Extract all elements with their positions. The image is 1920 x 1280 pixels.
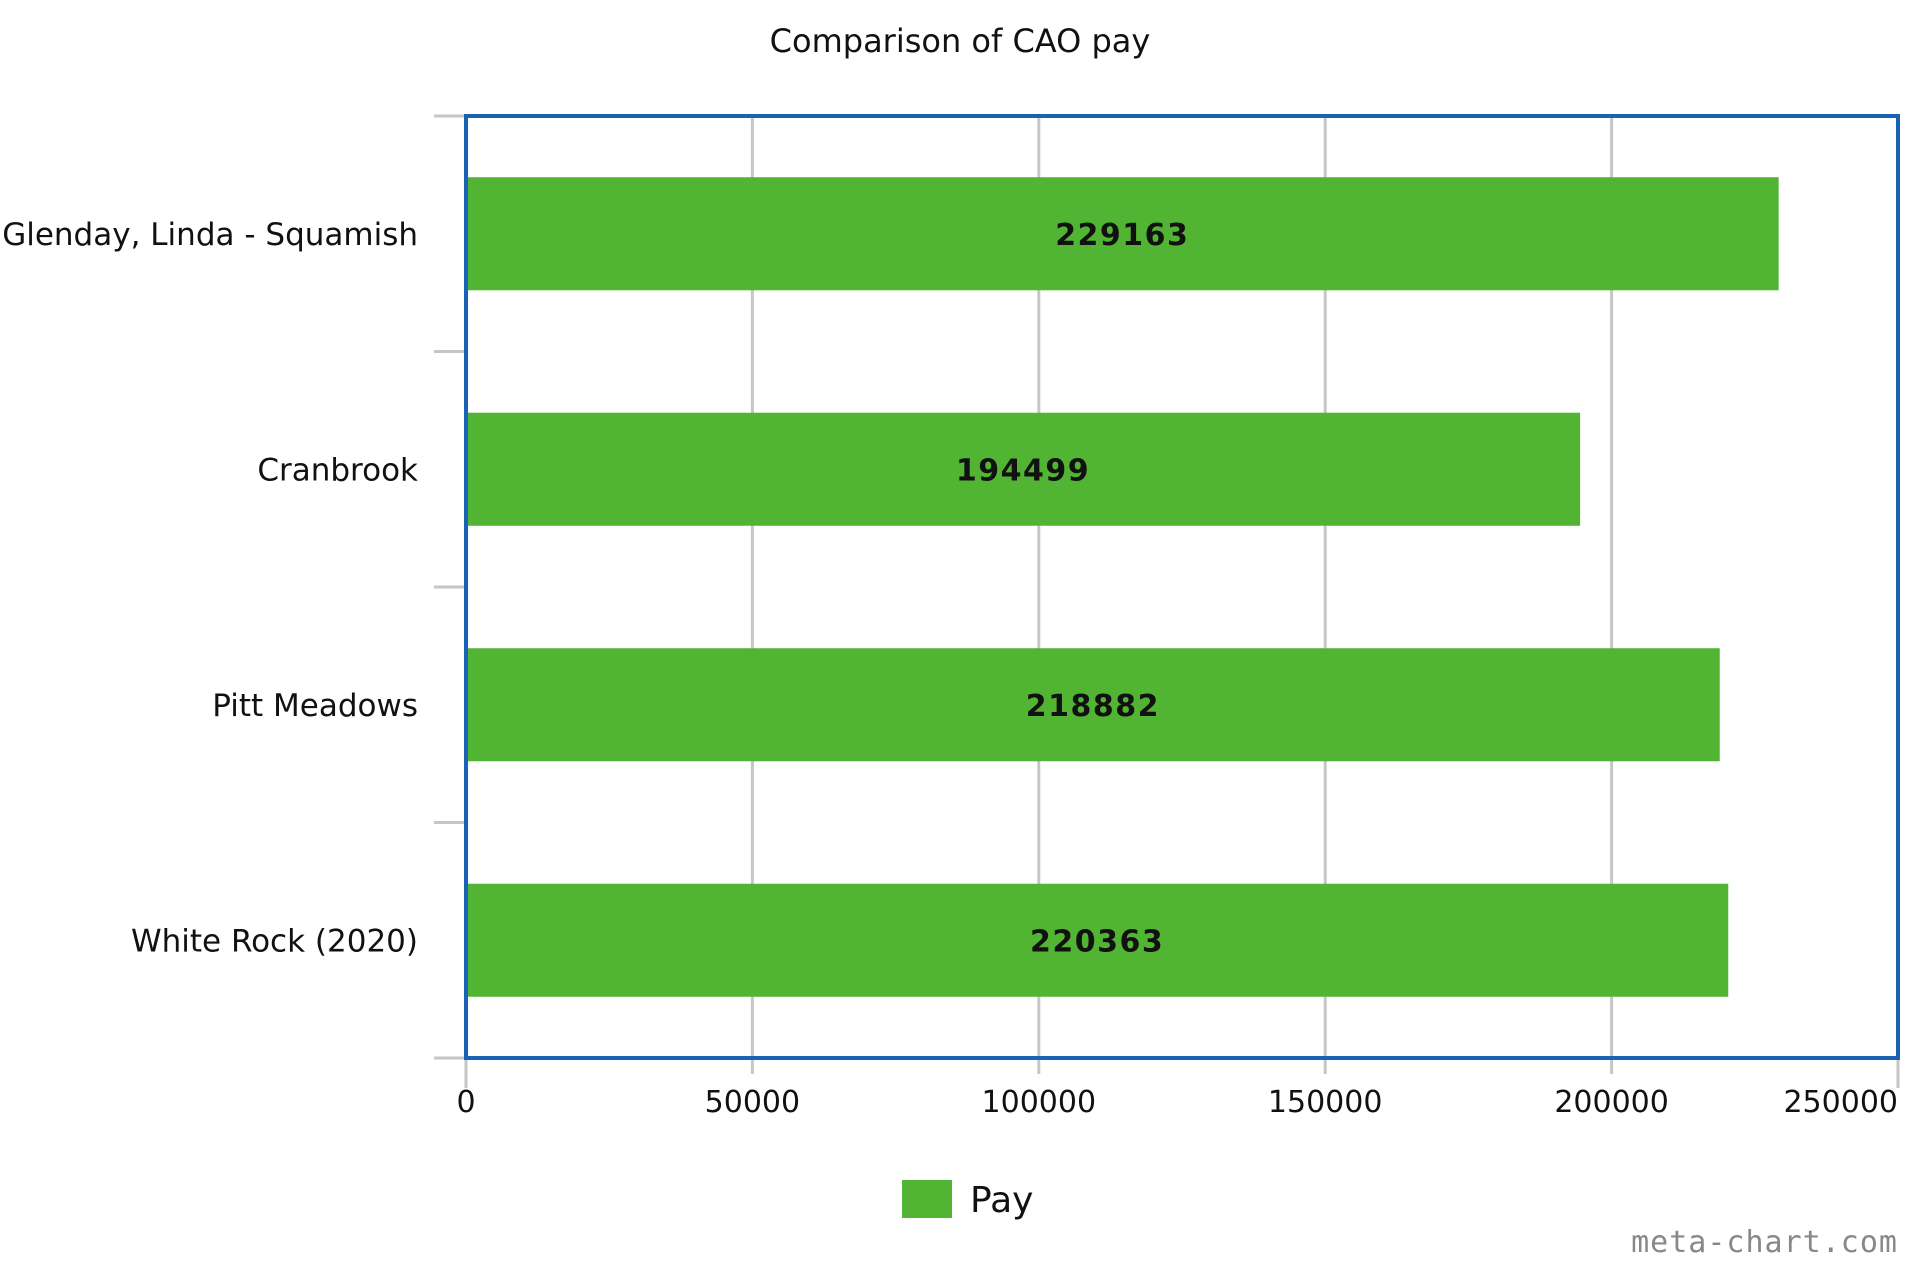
data-label: 220363 <box>1030 924 1164 959</box>
legend-swatch <box>902 1180 952 1218</box>
bar <box>466 648 1720 762</box>
category-label: White Rock (2020) <box>131 923 418 959</box>
watermark: meta-chart.com <box>1631 1225 1898 1260</box>
legend-label: Pay <box>970 1180 1033 1221</box>
legend: Pay <box>902 1180 1033 1221</box>
x-tick-label: 0 <box>456 1085 475 1120</box>
category-label: Pitt Meadows <box>212 688 418 724</box>
data-label: 194499 <box>956 453 1090 488</box>
x-tick-label: 100000 <box>982 1085 1097 1120</box>
data-label: 229163 <box>1055 218 1189 253</box>
chart-title: Comparison of CAO pay <box>769 22 1151 60</box>
bar <box>466 177 1779 291</box>
x-tick-label: 150000 <box>1268 1085 1383 1120</box>
bar <box>466 412 1581 526</box>
data-labels: 229163 194499 218882 220363 <box>956 218 1189 960</box>
category-labels: Glenday, Linda - Squamish Cranbrook Pitt M… <box>2 217 418 960</box>
x-tick-label: 50000 <box>705 1085 800 1120</box>
x-tick-labels: 0 50000 100000 150000 200000 250000 <box>456 1085 1898 1120</box>
x-tick-label: 200000 <box>1554 1085 1669 1120</box>
bar <box>466 883 1729 997</box>
category-label: Cranbrook <box>257 452 418 488</box>
plot-frame <box>464 114 1900 1060</box>
category-label: Glenday, Linda - Squamish <box>2 217 418 253</box>
data-label: 218882 <box>1026 689 1160 724</box>
x-tick-label: 250000 <box>1783 1085 1898 1120</box>
bars <box>464 114 1900 1060</box>
